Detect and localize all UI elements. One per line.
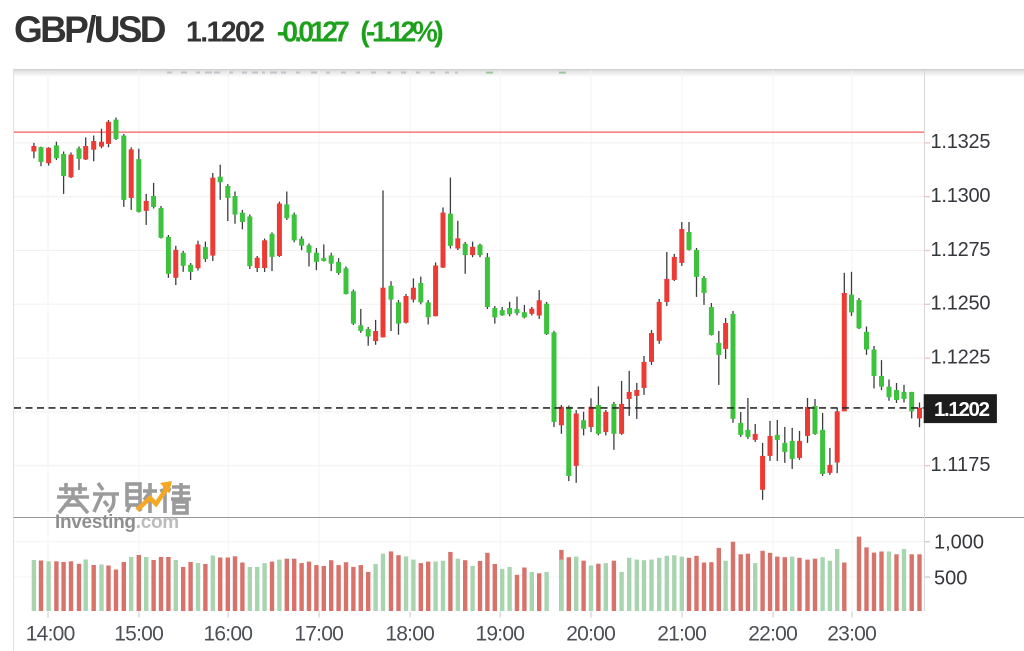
svg-text:23:00: 23:00 <box>827 622 877 645</box>
svg-text:22:00: 22:00 <box>748 622 798 645</box>
svg-text:20:00: 20:00 <box>566 622 616 645</box>
svg-text:-0.0127: -0.0127 <box>277 16 350 48</box>
svg-text:21:00: 21:00 <box>657 622 707 645</box>
svg-text:1.1225: 1.1225 <box>931 346 991 368</box>
svg-text:1.1250: 1.1250 <box>931 293 991 315</box>
svg-text:1.1300: 1.1300 <box>931 185 991 207</box>
svg-text:(-1.12%): (-1.12%) <box>360 16 444 48</box>
svg-text:1.1202: 1.1202 <box>934 398 990 421</box>
svg-text:19:00: 19:00 <box>475 622 525 645</box>
svg-text:17:00: 17:00 <box>294 622 344 645</box>
svg-text:16:00: 16:00 <box>203 622 253 645</box>
svg-text:14:00: 14:00 <box>26 622 76 645</box>
svg-text:15:00: 15:00 <box>114 622 164 645</box>
svg-text:18:00: 18:00 <box>385 622 435 645</box>
svg-text:1.1175: 1.1175 <box>931 454 991 476</box>
svg-text:1.1325: 1.1325 <box>931 131 991 153</box>
svg-text:GBP/USD: GBP/USD <box>14 9 167 50</box>
svg-text:1,000: 1,000 <box>934 531 984 553</box>
svg-text:500: 500 <box>934 567 967 589</box>
svg-text:Investing.com: Investing.com <box>55 512 179 533</box>
svg-text:1.1202: 1.1202 <box>186 16 265 48</box>
svg-text:1.1275: 1.1275 <box>931 239 991 261</box>
